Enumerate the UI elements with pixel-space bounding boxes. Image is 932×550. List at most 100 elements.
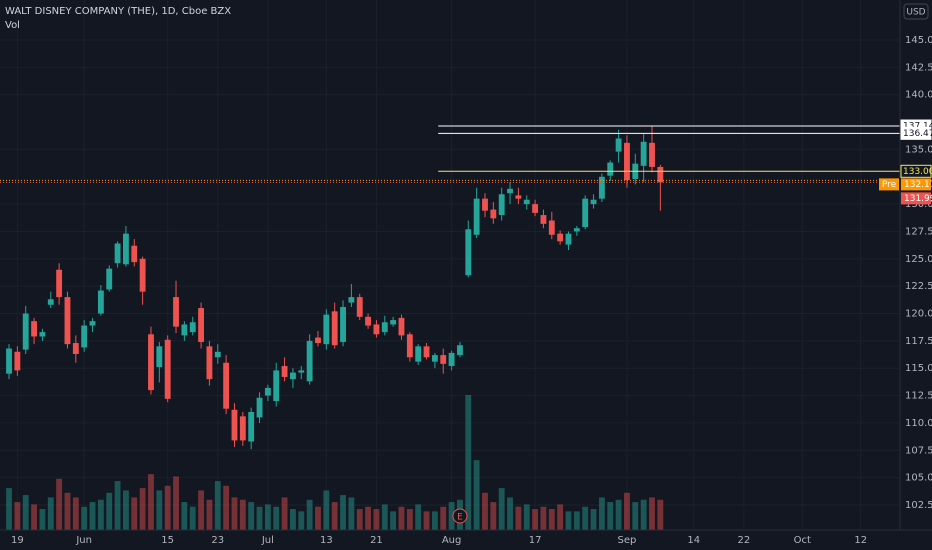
y-tick-label: 122.50 — [905, 281, 932, 292]
volume-bar — [540, 506, 547, 530]
x-tick-label: Oct — [794, 535, 811, 546]
x-tick-label: 12 — [854, 535, 867, 546]
volume-bar — [14, 502, 21, 530]
axis-layer: 102.50 105.00 107.50 110.00 112.50 115.00 117.… — [11, 35, 932, 546]
x-tick-label: 15 — [161, 535, 174, 546]
level-label: 137.14 — [903, 122, 932, 132]
candle-body — [114, 243, 121, 264]
volume-bar — [582, 506, 589, 530]
volume-bar — [39, 509, 46, 530]
x-tick-label: 23 — [211, 535, 224, 546]
candle-body — [490, 209, 497, 219]
volume-bar — [415, 504, 422, 530]
volume-bar — [440, 506, 447, 530]
candle-body — [523, 199, 530, 205]
volume-bar — [156, 490, 163, 530]
volume-bar — [315, 506, 321, 530]
candle-body — [81, 325, 88, 348]
volume-bar — [64, 492, 71, 530]
y-tick-label: 110.00 — [905, 418, 932, 429]
y-tick-label: 117.50 — [905, 336, 932, 347]
candle-body — [47, 299, 54, 305]
y-tick-label: 142.50 — [905, 62, 932, 73]
level-label-box — [900, 164, 932, 178]
currency-label[interactable]: USD — [906, 8, 925, 18]
volume-bar — [423, 511, 430, 530]
volume-bar — [239, 499, 246, 530]
candle-body — [139, 258, 146, 292]
candle-body — [264, 387, 271, 396]
candle-body — [256, 397, 263, 418]
candle-body — [373, 324, 380, 335]
candle-body — [6, 348, 12, 374]
candle-body — [390, 320, 397, 325]
candle-body — [290, 372, 296, 380]
x-tick-label: 22 — [737, 535, 750, 546]
premarket-tag: Pre — [882, 180, 897, 190]
candle-body — [239, 416, 246, 441]
candle-body — [507, 188, 513, 194]
volume-bar — [473, 460, 480, 530]
y-tick-label: 115.00 — [905, 363, 932, 374]
volume-layer — [6, 395, 664, 530]
level-label: 136.47 — [903, 129, 932, 139]
y-tick-label: 112.50 — [905, 391, 932, 402]
candle-body — [206, 346, 213, 380]
volume-bar — [624, 492, 630, 530]
volume-bar — [22, 495, 29, 530]
candle-body — [323, 314, 330, 345]
candle-body — [64, 297, 71, 345]
event-label: E — [457, 513, 463, 523]
candle-body — [72, 343, 79, 354]
candle-body — [156, 346, 163, 368]
volume-bar — [390, 511, 397, 530]
candle-body — [381, 322, 388, 333]
level-label: 133.00 — [903, 167, 932, 177]
volume-bar — [306, 499, 313, 530]
candle-body — [356, 297, 363, 317]
volume-bar — [373, 509, 380, 530]
volume-bar — [148, 474, 154, 530]
candle-body — [649, 142, 655, 167]
premarket-tag-box — [879, 178, 899, 191]
candle-body — [214, 351, 221, 358]
volume-bar — [398, 506, 405, 530]
event-marker — [452, 508, 468, 524]
volume-bar — [123, 490, 129, 530]
candle-body — [624, 142, 630, 181]
x-tick-label: Jul — [261, 535, 274, 546]
candle-body — [223, 362, 230, 409]
volume-bar — [231, 497, 238, 530]
volume-bar — [290, 509, 296, 530]
volume-bar — [482, 492, 488, 530]
x-tick-label: 17 — [529, 535, 542, 546]
volume-bar — [406, 509, 413, 530]
candle-body — [557, 233, 564, 242]
volume-bar — [532, 509, 539, 530]
candle-body — [423, 346, 430, 358]
candle-body — [298, 370, 305, 373]
candle-body — [548, 220, 555, 235]
volume-bar — [6, 488, 12, 530]
volume-bar — [340, 495, 346, 530]
candle-body — [448, 352, 455, 367]
price-layer: E — [0, 125, 900, 524]
candle-body — [273, 370, 280, 402]
volume-bar — [498, 488, 505, 530]
candle-body — [97, 290, 104, 314]
volume-bar — [181, 502, 188, 530]
candle-body — [39, 332, 46, 337]
currency-button[interactable] — [903, 3, 929, 20]
candle-body — [148, 334, 154, 391]
candle-body — [573, 228, 580, 232]
candle-body — [473, 198, 480, 235]
candle-body — [398, 317, 405, 336]
volume-bar — [173, 476, 179, 530]
candle-body — [515, 195, 522, 199]
volume-bar — [198, 490, 204, 530]
volume-bar — [331, 502, 338, 530]
y-tick-label: 127.50 — [905, 226, 932, 237]
volume-bar — [31, 504, 37, 530]
volume-bar — [264, 504, 271, 530]
volume-bar — [507, 497, 513, 530]
